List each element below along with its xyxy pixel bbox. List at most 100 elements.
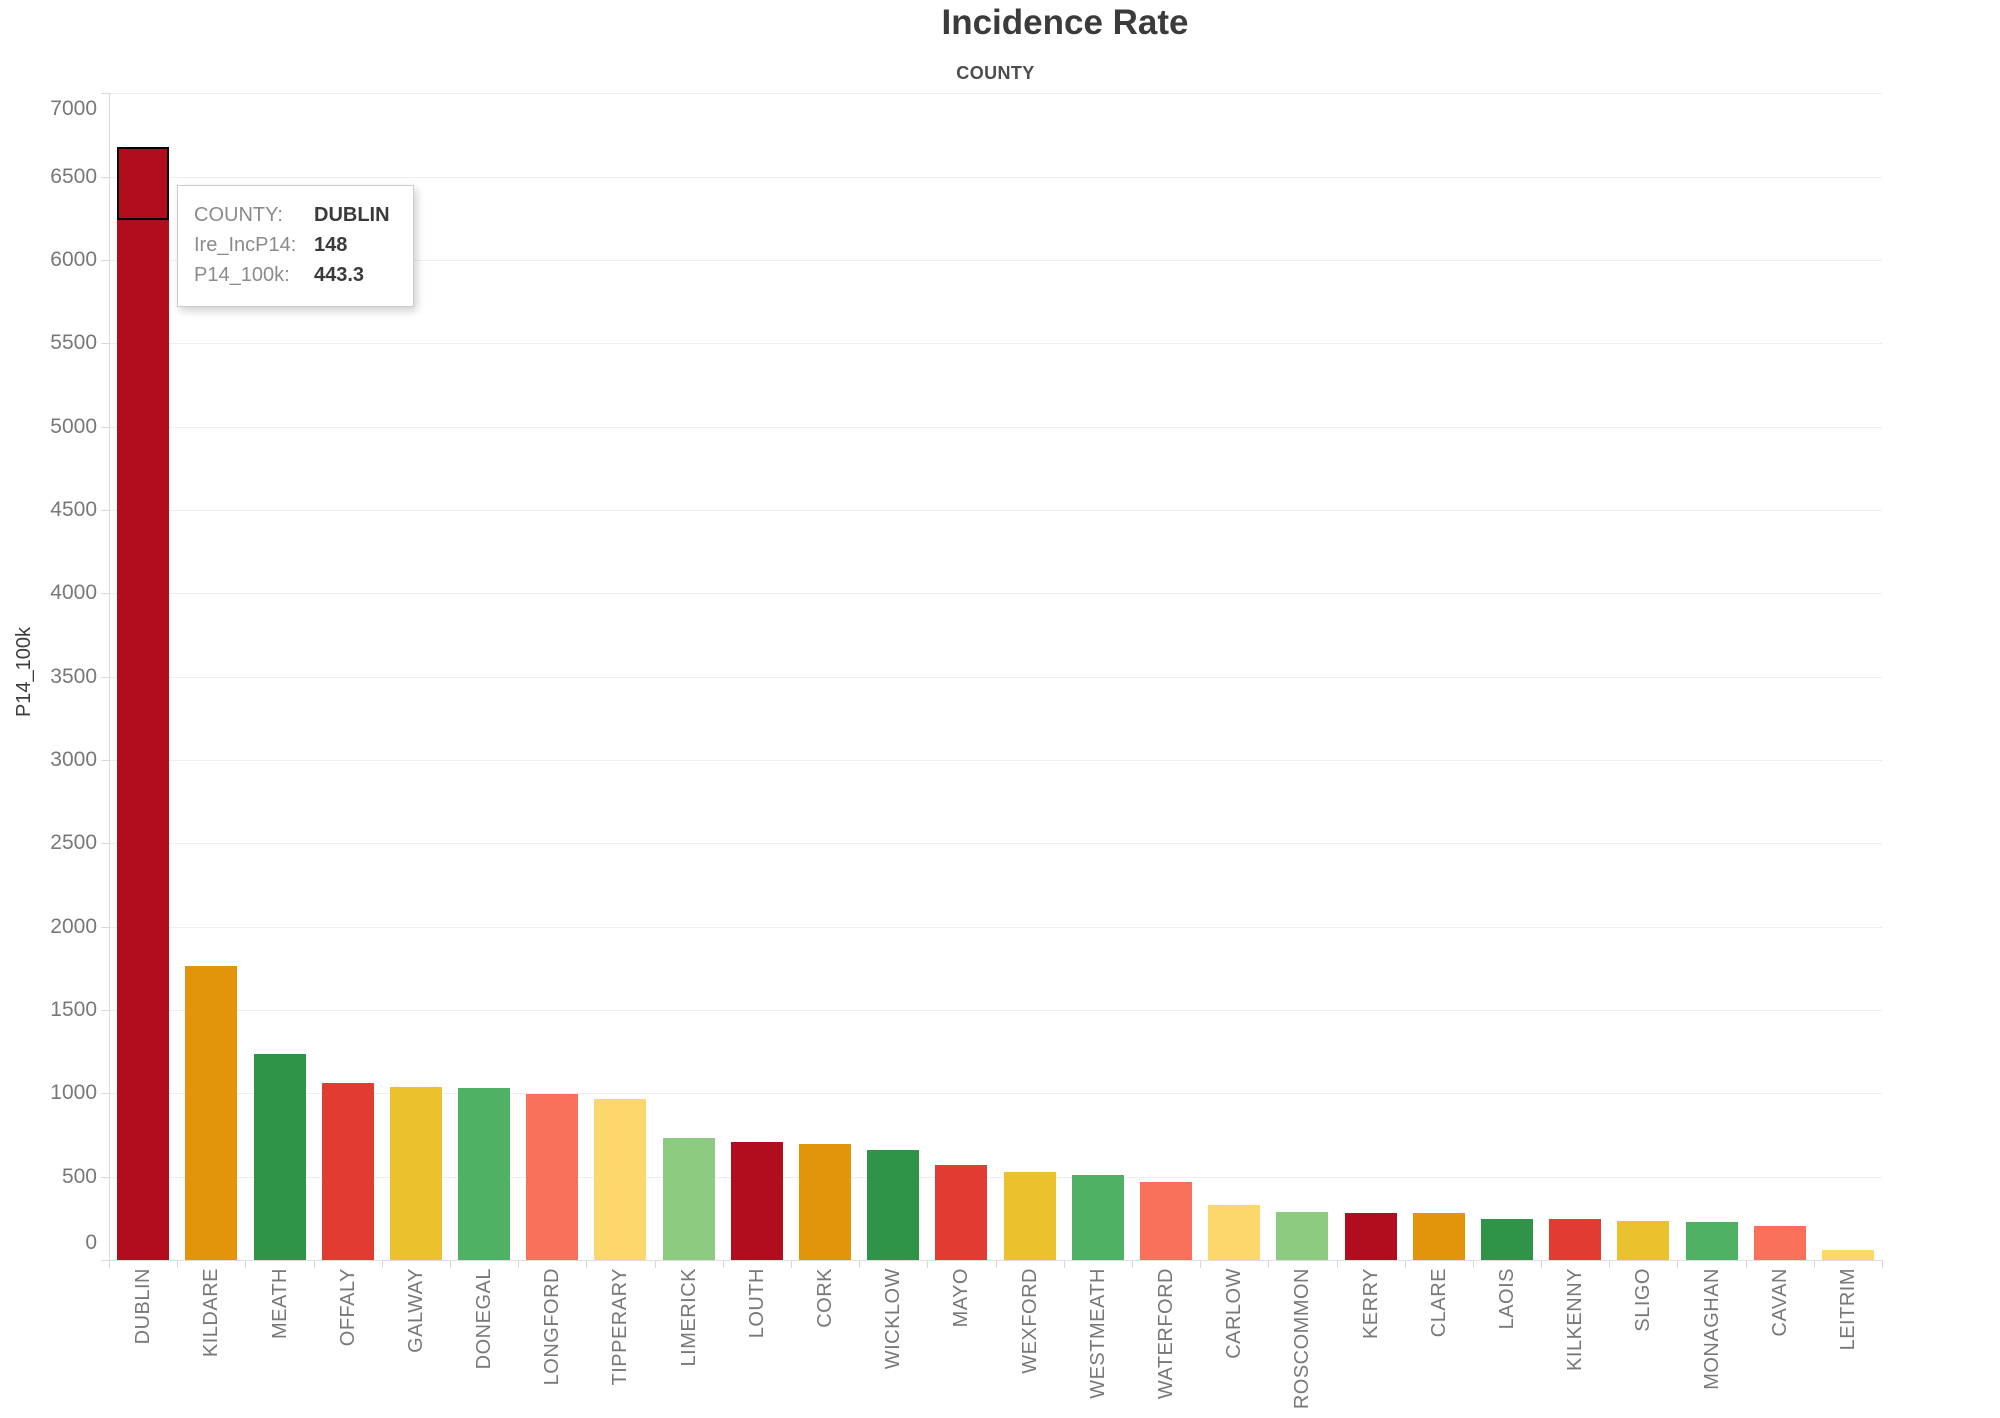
y-axis-tick	[101, 93, 109, 95]
x-label-galway: GALWAY	[404, 1268, 427, 1353]
bar-donegal[interactable]	[458, 1087, 511, 1260]
tooltip: COUNTY: DUBLIN Ire_IncP14: 148 P14_100k:…	[177, 185, 414, 307]
x-label-tipperary: TIPPERARY	[609, 1268, 632, 1386]
bar-cavan[interactable]	[1753, 1226, 1806, 1260]
y-axis-tick	[101, 676, 109, 678]
y-tick-label: 4000	[50, 581, 97, 605]
bar-limerick[interactable]	[662, 1138, 715, 1260]
bar-cork[interactable]	[799, 1144, 851, 1260]
y-tick-label: 3500	[50, 664, 97, 688]
x-axis-tick	[177, 1260, 179, 1268]
x-axis-tick	[109, 1260, 110, 1268]
bar-sligo[interactable]	[1617, 1220, 1670, 1260]
tooltip-value-county: DUBLIN	[314, 204, 390, 226]
x-label-longford: LONGFORD	[541, 1268, 564, 1386]
bar-clare[interactable]	[1412, 1213, 1465, 1260]
x-label-carlow: CARLOW	[1223, 1268, 1246, 1359]
bar-offaly[interactable]	[321, 1082, 374, 1260]
x-axis-tick	[1677, 1260, 1679, 1268]
bar-wexford[interactable]	[1003, 1171, 1056, 1260]
y-gridline	[109, 926, 1882, 928]
x-axis-tick	[1268, 1260, 1270, 1268]
x-axis-tick	[1813, 1260, 1815, 1268]
x-axis-tick	[1882, 1260, 1883, 1268]
bar-leitrim[interactable]	[1821, 1250, 1874, 1260]
x-label-kerry: KERRY	[1359, 1268, 1382, 1340]
bar-louth[interactable]	[730, 1141, 783, 1260]
bar-tipperary[interactable]	[594, 1099, 647, 1260]
x-axis-tick	[1472, 1260, 1474, 1268]
y-axis-tick	[101, 1176, 109, 1178]
y-tick-label: 6500	[50, 164, 97, 188]
y-tick-label: 3000	[50, 748, 97, 771]
tooltip-row: Ire_IncP14: 148	[194, 230, 397, 260]
y-gridline	[109, 509, 1882, 511]
x-axis-tick	[654, 1260, 656, 1268]
x-label-louth: LOUTH	[745, 1268, 768, 1339]
x-axis-tick	[722, 1260, 724, 1268]
y-tick-label: 5000	[50, 414, 97, 438]
x-label-donegal: DONEGAL	[473, 1268, 496, 1370]
x-label-roscommon: ROSCOMMON	[1291, 1268, 1314, 1410]
x-axis-tick	[381, 1260, 383, 1268]
bar-kerry[interactable]	[1344, 1212, 1397, 1260]
y-tick-label: 5500	[50, 331, 97, 355]
bar-monaghan[interactable]	[1685, 1221, 1738, 1260]
x-axis-tick	[1404, 1260, 1406, 1268]
x-axis-tick	[1541, 1260, 1542, 1268]
x-label-limerick: LIMERICK	[677, 1268, 700, 1367]
column-header: COUNTY	[956, 63, 1035, 83]
y-axis-tick	[101, 343, 109, 345]
bar-galway[interactable]	[389, 1087, 442, 1260]
y-tick-label: 1500	[50, 998, 97, 1021]
x-axis-tick	[1063, 1260, 1065, 1268]
x-axis-tick	[1200, 1260, 1202, 1268]
bar-wicklow[interactable]	[867, 1149, 920, 1260]
bar-meath[interactable]	[253, 1053, 306, 1260]
bar-roscommon[interactable]	[1276, 1211, 1329, 1260]
bar-dublin[interactable]	[117, 146, 170, 1260]
bar-kilkenny[interactable]	[1549, 1219, 1602, 1260]
x-label-clare: CLARE	[1427, 1268, 1450, 1338]
bar-laois[interactable]	[1480, 1218, 1533, 1260]
y-tick-label: 1000	[50, 1081, 97, 1105]
x-label-kildare: KILDARE	[200, 1268, 223, 1358]
x-axis-tick	[518, 1260, 520, 1268]
x-axis-tick	[790, 1260, 792, 1268]
y-axis-tick	[101, 1093, 109, 1095]
tooltip-label-ire-incp14: Ire_IncP14:	[194, 234, 297, 256]
y-axis-tick	[101, 509, 109, 511]
bar-waterford[interactable]	[1140, 1182, 1192, 1260]
y-tick-label: 6000	[50, 247, 97, 271]
x-axis-tick	[995, 1260, 997, 1268]
y-gridline	[109, 1176, 1882, 1178]
tooltip-value-p14-100k: 443.3	[314, 264, 365, 286]
x-axis-tick	[313, 1260, 315, 1268]
y-gridline	[109, 843, 1882, 845]
x-axis-tick	[245, 1260, 247, 1268]
tooltip-label-p14-100k: P14_100k:	[194, 264, 290, 286]
tooltip-label-county: COUNTY:	[194, 204, 283, 226]
y-tick-label: 0	[85, 1231, 97, 1254]
x-label-kilkenny: KILKENNY	[1564, 1268, 1587, 1371]
x-axis-tick	[586, 1260, 588, 1268]
bar-westmeath[interactable]	[1071, 1174, 1124, 1260]
y-axis-tick	[101, 176, 109, 178]
bar-carlow[interactable]	[1208, 1204, 1261, 1260]
y-axis-tick	[101, 593, 109, 595]
x-label-wicklow: WICKLOW	[882, 1268, 905, 1370]
y-axis-tick	[101, 1260, 109, 1261]
y-axis-tick	[101, 926, 109, 928]
y-gridline	[109, 1010, 1882, 1011]
x-label-mayo: MAYO	[950, 1268, 973, 1328]
bar-kildare[interactable]	[185, 966, 238, 1260]
y-axis-line	[109, 93, 110, 1260]
x-label-westmeath: WESTMEATH	[1086, 1268, 1109, 1399]
y-gridline	[109, 593, 1882, 595]
bar-longford[interactable]	[526, 1094, 579, 1260]
y-gridline	[109, 1093, 1882, 1095]
y-gridline	[109, 426, 1882, 428]
selected-mark-outline[interactable]	[117, 146, 170, 221]
bar-mayo[interactable]	[935, 1164, 988, 1260]
